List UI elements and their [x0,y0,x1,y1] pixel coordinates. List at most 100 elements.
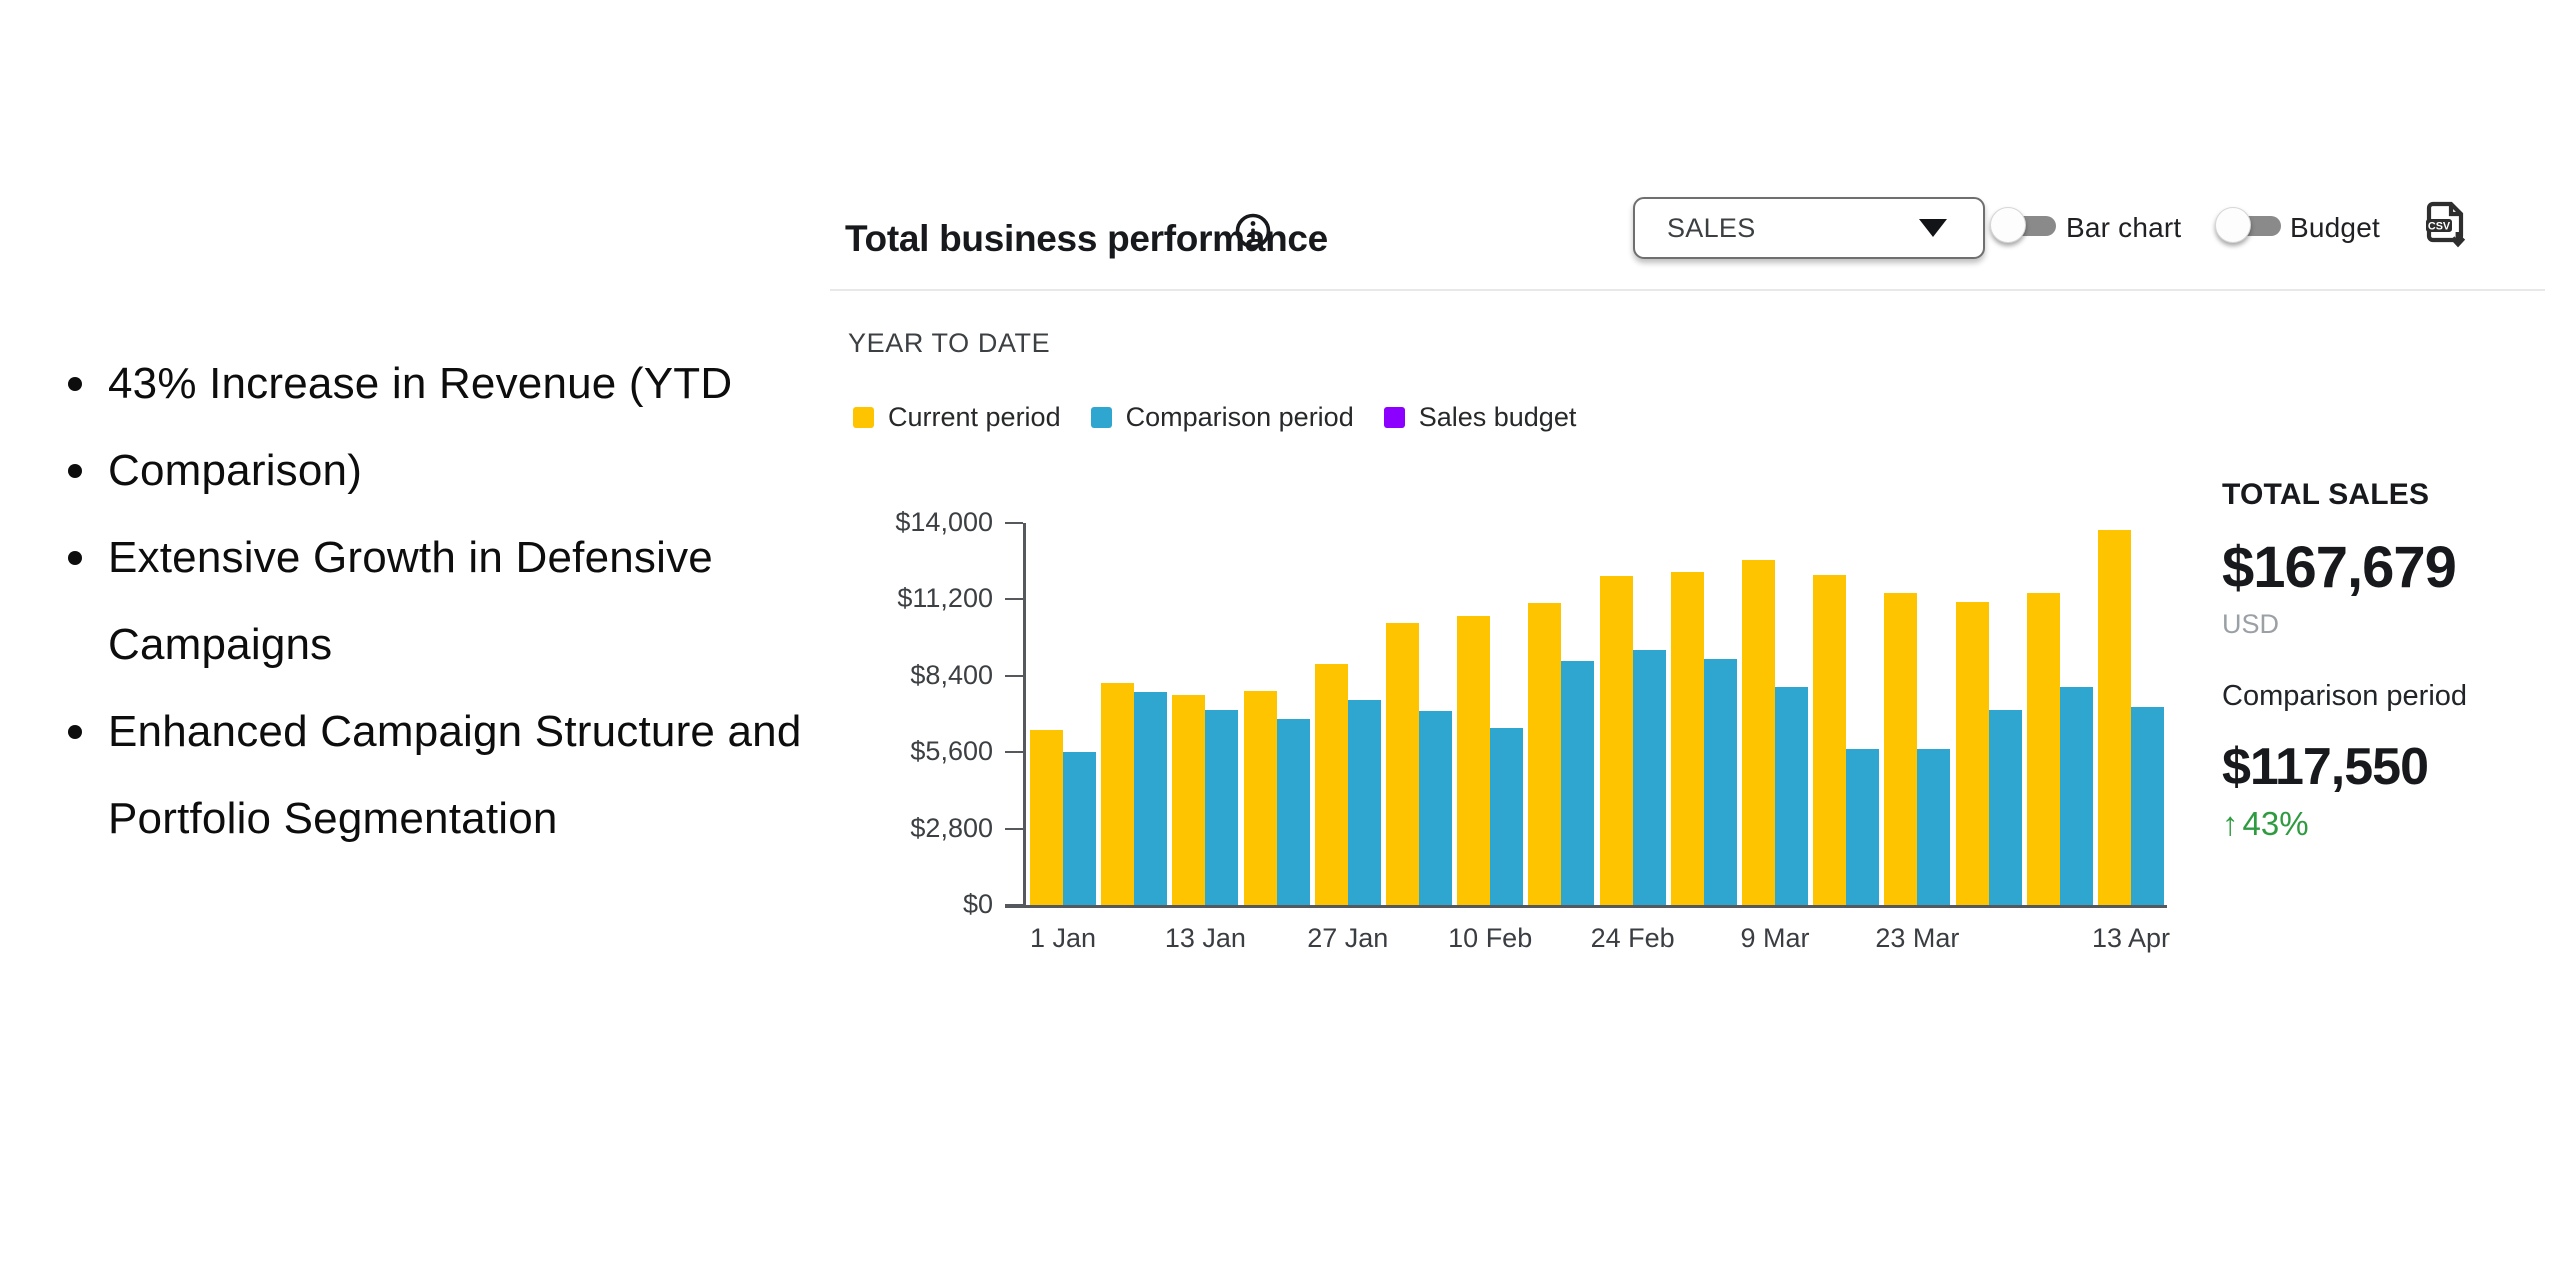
bar-comparison-period[interactable] [1775,687,1808,905]
y-axis-tick [1005,598,1023,601]
summary-panel: TOTAL SALES $167,679 USD Comparison peri… [2222,478,2552,843]
header-divider [830,289,2545,291]
y-axis-label: $11,200 [897,583,993,614]
bar-comparison-period[interactable] [1846,749,1879,905]
bullet-dot [68,724,82,739]
bar-current-period[interactable] [1600,576,1633,905]
bullet-text: Comparison) [108,445,363,495]
bullet-text: Campaigns [108,619,333,669]
bullet-line: Campaigns [68,601,848,688]
period-label: YEAR TO DATE [848,328,1051,358]
bullet-item: Enhanced Campaign Structure and Portfolio… [68,688,848,862]
bullet-line: Comparison) [68,427,848,514]
bar-current-period[interactable] [1315,664,1348,905]
bar-comparison-period[interactable] [1490,728,1523,905]
slide-bullet-list: 43% Increase in Revenue (YTD Comparison) E… [68,340,848,862]
bullet-line: Portfolio Segmentation [68,775,848,862]
csv-export-button[interactable]: CSV [2422,200,2470,248]
bullet-dot [68,550,82,565]
y-axis-label: $8,400 [910,659,993,690]
legend-swatch [1090,407,1112,428]
bar-comparison-period[interactable] [1419,711,1452,905]
bullet-text: Enhanced Campaign Structure and [108,706,802,756]
bar-comparison-period[interactable] [1348,700,1381,905]
legend-label: Current period [888,402,1061,432]
legend-swatch [1383,407,1405,428]
comparison-period-value: $117,550 [2222,738,2429,796]
bar-comparison-period[interactable] [1205,710,1238,905]
bar-comparison-period[interactable] [1561,661,1594,905]
bar-current-period[interactable] [1172,695,1205,905]
dropdown-value: SALES [1667,212,1756,243]
bar-comparison-period[interactable] [1917,749,1950,905]
y-axis-label: $14,000 [895,507,993,537]
y-axis-tick [1005,522,1023,524]
info-icon[interactable] [1234,212,1272,250]
arrow-up-icon: ↑ [2222,805,2239,842]
bullet-text: Extensive Growth in Defensive [108,532,713,582]
chevron-down-icon [1919,219,1947,237]
bar-chart-toggle-label: Bar chart [2066,212,2182,243]
bar-current-period[interactable] [2098,530,2131,905]
bar-current-period[interactable] [1457,616,1490,905]
y-axis-line [1023,523,1026,907]
x-axis-label: 23 Mar [1875,923,1960,953]
x-axis-label: 24 Feb [1590,923,1675,953]
bullet-dot [68,463,82,478]
total-sales-label: TOTAL SALES [2222,478,2430,511]
bar-current-period[interactable] [1528,603,1561,905]
y-axis-label: $2,800 [910,812,993,843]
legend-label: Sales budget [1418,402,1577,432]
comparison-period-label: Comparison period [2222,680,2468,712]
metric-dropdown[interactable]: SALES [1633,197,1985,259]
y-axis-tick [1005,827,1023,830]
budget-toggle-label: Budget [2290,212,2380,243]
y-axis-label: $0 [962,889,993,919]
bullet-text: 43% Increase in Revenue (YTD [108,358,733,408]
bar-current-period[interactable] [1813,575,1846,905]
bar-comparison-period[interactable] [1277,719,1310,905]
bar-current-period[interactable] [1884,593,1917,905]
x-axis-line [1005,905,2167,908]
legend-label: Comparison period [1125,402,1354,432]
bar-current-period[interactable] [1956,602,1989,905]
x-axis-label: 13 Apr [2091,923,2171,953]
y-axis-tick [1005,674,1023,677]
total-sales-value: $167,679 [2222,535,2457,600]
legend-item[interactable]: Comparison period [1090,402,1354,433]
y-axis-label: $5,600 [910,736,993,767]
legend-item[interactable]: Current period [853,402,1061,433]
legend-swatch [853,407,874,428]
bullet-line: Extensive Growth in Defensive [68,514,848,601]
bar-comparison-period[interactable] [1134,692,1167,905]
legend-item[interactable]: Sales budget [1383,402,1577,433]
bar-comparison-period[interactable] [2131,707,2164,905]
bar-comparison-period[interactable] [1063,752,1096,905]
bar-comparison-period[interactable] [1633,650,1666,905]
bar-current-period[interactable] [2027,593,2060,905]
bar-comparison-period[interactable] [2060,687,2093,905]
bar-current-period[interactable] [1671,572,1704,905]
bar-comparison-period[interactable] [1989,710,2022,905]
bullet-dot [68,376,82,391]
bar-current-period[interactable] [1244,691,1277,905]
change-value: 43% [2242,805,2309,842]
budget-toggle[interactable] [2215,206,2281,246]
bar-current-period[interactable] [1030,730,1063,905]
x-axis-label: 27 Jan [1307,923,1389,953]
x-axis-label: 9 Mar [1740,923,1810,953]
bullet-line: 43% Increase in Revenue (YTD [68,340,848,427]
currency-label: USD [2222,609,2280,639]
bar-current-period[interactable] [1386,623,1419,905]
toggle-knob [2215,207,2251,243]
bullet-item: 43% Increase in Revenue (YTD [68,340,848,427]
sales-bar-chart: $0 $2,800 $5,600 $8,400 $11,200 $14,000 1 Jan 1… [895,505,2185,975]
bar-comparison-period[interactable] [1704,659,1737,905]
bar-current-period[interactable] [1742,560,1775,905]
change-badge: ↑ 43% [2222,805,2552,843]
bar-chart-toggle[interactable] [1990,206,2056,246]
bar-current-period[interactable] [1101,683,1134,905]
chart-legend: Current period Comparison period Sales bud… [853,402,1576,433]
bullet-item: Extensive Growth in Defensive Campaigns [68,514,848,688]
